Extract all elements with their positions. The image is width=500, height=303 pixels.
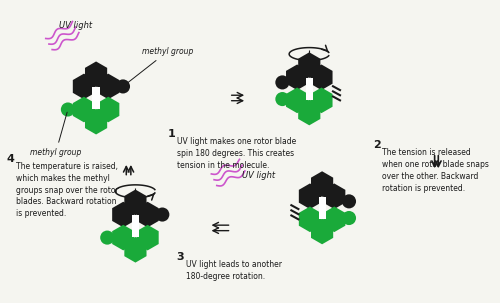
Text: The tension is released
when one rotor blade snaps
over the other. Backward
rota: The tension is released when one rotor b… <box>382 148 490 193</box>
Text: UV light: UV light <box>242 171 276 181</box>
Text: UV light: UV light <box>60 21 92 29</box>
Polygon shape <box>298 100 320 125</box>
Polygon shape <box>97 74 120 99</box>
Polygon shape <box>323 183 345 209</box>
Text: methyl group: methyl group <box>30 112 82 157</box>
Polygon shape <box>85 109 107 135</box>
Polygon shape <box>299 183 321 209</box>
Text: 2: 2 <box>374 140 381 150</box>
Text: methyl group: methyl group <box>125 47 193 85</box>
Bar <box>92 87 100 109</box>
Polygon shape <box>85 62 107 87</box>
Circle shape <box>100 231 114 245</box>
Circle shape <box>156 208 170 221</box>
Polygon shape <box>73 74 95 99</box>
Polygon shape <box>298 52 320 78</box>
Circle shape <box>342 194 356 208</box>
Polygon shape <box>136 225 158 250</box>
Polygon shape <box>286 88 308 113</box>
Polygon shape <box>124 237 146 263</box>
Polygon shape <box>97 97 120 122</box>
Polygon shape <box>112 202 134 227</box>
Text: The temperature is raised,
which makes the methyl
groups snap over the rotor
bla: The temperature is raised, which makes t… <box>16 162 118 218</box>
Polygon shape <box>299 206 321 232</box>
Polygon shape <box>124 190 146 215</box>
Text: UV light makes one rotor blade
spin 180 degrees. This creates
tension in the mol: UV light makes one rotor blade spin 180 … <box>176 137 296 170</box>
Bar <box>132 215 139 237</box>
Polygon shape <box>310 65 332 90</box>
Polygon shape <box>311 171 333 197</box>
Polygon shape <box>112 225 134 250</box>
Circle shape <box>116 79 130 94</box>
Polygon shape <box>311 219 333 244</box>
Circle shape <box>276 92 289 106</box>
Circle shape <box>276 75 289 89</box>
Polygon shape <box>73 97 95 122</box>
Text: 4: 4 <box>6 154 14 164</box>
Bar <box>318 197 326 219</box>
Polygon shape <box>323 206 345 232</box>
Text: UV light leads to another
180-degree rotation.: UV light leads to another 180-degree rot… <box>186 260 282 281</box>
Bar <box>306 78 313 100</box>
Polygon shape <box>136 202 158 227</box>
Polygon shape <box>286 65 308 90</box>
Text: 1: 1 <box>168 129 175 139</box>
Circle shape <box>342 211 356 225</box>
Polygon shape <box>310 88 332 113</box>
Circle shape <box>61 102 75 117</box>
Text: 3: 3 <box>176 252 184 262</box>
